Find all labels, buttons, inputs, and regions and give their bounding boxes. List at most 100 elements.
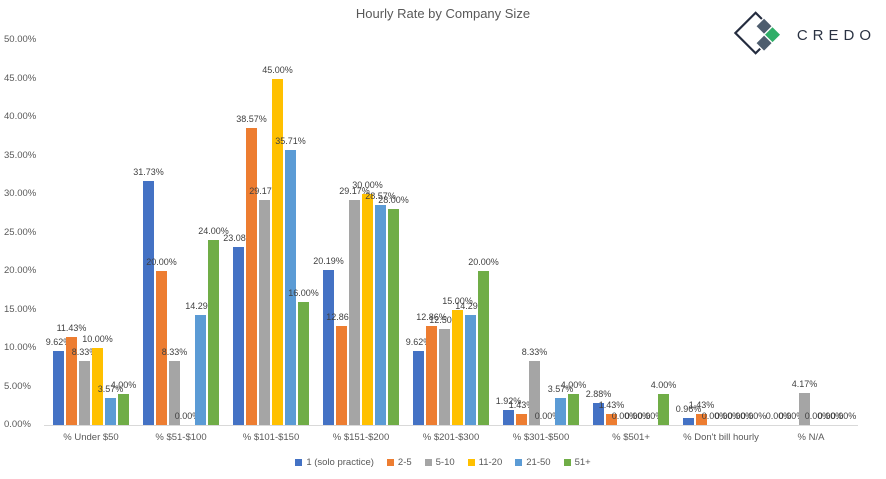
legend-swatch-icon bbox=[467, 459, 475, 466]
legend-label: 2-5 bbox=[397, 457, 412, 468]
data-label: 8.33% bbox=[521, 346, 548, 357]
legend-swatch-icon bbox=[295, 459, 303, 466]
data-label: 0.00% bbox=[701, 411, 728, 421]
bar bbox=[259, 200, 270, 425]
legend-label: 51+ bbox=[574, 457, 591, 468]
data-label: 11.43% bbox=[56, 322, 87, 333]
bar bbox=[79, 360, 90, 425]
data-label: 0.00% bbox=[637, 411, 664, 421]
bar bbox=[195, 314, 206, 425]
data-label: 3.57% bbox=[97, 383, 124, 394]
data-label: 9.62% bbox=[405, 336, 432, 347]
bar bbox=[208, 240, 219, 425]
bar bbox=[349, 200, 360, 425]
data-label: 0.96% bbox=[675, 403, 702, 414]
bar bbox=[323, 269, 334, 425]
credo-logo-icon bbox=[732, 6, 786, 65]
data-label: 4.00% bbox=[110, 380, 137, 391]
data-label: 24.00% bbox=[198, 226, 229, 237]
data-label: 1.43% bbox=[688, 399, 715, 410]
data-label: 4.00% bbox=[560, 380, 587, 391]
legend-label: 5-10 bbox=[435, 457, 455, 468]
data-label: 23.08% bbox=[223, 233, 254, 244]
bar bbox=[92, 348, 103, 425]
data-label: 0.00% bbox=[817, 411, 844, 421]
data-label: 45.00% bbox=[262, 64, 293, 75]
data-label: 20.19% bbox=[313, 255, 344, 266]
legend-swatch-icon bbox=[515, 459, 523, 466]
data-label: 0.00% bbox=[778, 411, 805, 421]
legend-label: 21-50 bbox=[526, 457, 551, 468]
bar bbox=[53, 350, 64, 425]
data-label: 29.17% bbox=[339, 186, 370, 197]
y-axis-tick-label: 15.00% bbox=[4, 303, 37, 315]
data-label: 9.62% bbox=[45, 336, 72, 347]
data-label: 4.17% bbox=[791, 378, 818, 389]
data-label: 0.00% bbox=[714, 411, 741, 421]
x-axis-category-label: % $51-$100 bbox=[155, 432, 207, 443]
bar bbox=[388, 209, 399, 425]
y-axis-tick-label: 50.00% bbox=[4, 34, 37, 45]
data-label: 14.29% bbox=[455, 300, 486, 311]
legend-swatch-icon bbox=[424, 459, 432, 466]
bar bbox=[143, 180, 154, 425]
bar bbox=[298, 301, 309, 425]
y-axis-tick-label: 30.00% bbox=[4, 188, 37, 199]
data-label: 3.57% bbox=[547, 383, 574, 394]
data-label: 12.86% bbox=[326, 311, 357, 322]
data-label: 28.00% bbox=[378, 195, 409, 206]
bar bbox=[285, 150, 296, 425]
legend-swatch-icon bbox=[563, 459, 571, 466]
data-label: 29.17% bbox=[249, 186, 280, 197]
y-axis-tick-label: 40.00% bbox=[4, 111, 37, 122]
data-label: 4.00% bbox=[650, 380, 677, 391]
data-label: 0.00% bbox=[765, 411, 792, 421]
data-label: 15.00% bbox=[442, 295, 473, 306]
data-label: 12.50% bbox=[429, 314, 460, 325]
bar bbox=[272, 78, 283, 425]
data-label: 10.00% bbox=[82, 334, 113, 344]
data-label: 8.33% bbox=[161, 346, 188, 357]
data-label: 14.29% bbox=[185, 300, 216, 311]
bar bbox=[465, 314, 476, 425]
data-label: 0.00% bbox=[624, 411, 651, 421]
legend: 1 (solo practice) 2-5 5-10 11-20 21-50 51+ bbox=[0, 457, 886, 468]
legend-label: 11-20 bbox=[478, 457, 503, 468]
y-axis-tick-label: 35.00% bbox=[4, 149, 37, 161]
data-label: 8.33% bbox=[71, 346, 98, 357]
bar bbox=[246, 128, 257, 425]
bar bbox=[413, 350, 424, 425]
data-label: 35.71% bbox=[275, 136, 306, 147]
x-axis-category-label: % $151-$200 bbox=[332, 432, 390, 443]
bar bbox=[683, 417, 694, 425]
bar bbox=[336, 325, 347, 425]
data-label: 20.00% bbox=[468, 257, 499, 267]
data-label: 38.57% bbox=[236, 114, 267, 124]
bar bbox=[375, 205, 386, 425]
legend-item: 11-20 bbox=[467, 457, 503, 468]
credo-logo-text: CREDO bbox=[796, 27, 876, 44]
legend-item: 5-10 bbox=[424, 457, 455, 468]
chart-title: Hourly Rate by Company Size bbox=[355, 6, 531, 21]
x-axis-category-label: % $101-$150 bbox=[242, 432, 300, 443]
data-label: 0.00% bbox=[740, 411, 767, 421]
bar bbox=[105, 397, 116, 425]
bar bbox=[478, 271, 489, 425]
bar bbox=[799, 392, 810, 425]
data-label: 28.57% bbox=[365, 191, 396, 201]
data-label: 1.92% bbox=[495, 396, 522, 407]
legend-item: 51+ bbox=[563, 457, 591, 468]
data-label: 0.00% bbox=[174, 411, 201, 421]
y-axis-tick-label: 5.00% bbox=[4, 380, 31, 392]
data-label: 0.00% bbox=[611, 411, 638, 421]
bar bbox=[362, 194, 373, 425]
bar bbox=[156, 271, 167, 425]
bar bbox=[452, 309, 463, 425]
legend-item: 21-50 bbox=[515, 457, 551, 468]
x-axis-category-label: % N/A bbox=[797, 432, 825, 443]
data-label: 31.73% bbox=[133, 166, 164, 177]
bar bbox=[568, 394, 579, 425]
y-axis-tick-label: 25.00% bbox=[4, 226, 37, 238]
data-label: 2.88% bbox=[585, 388, 612, 399]
data-label: 0.00% bbox=[727, 411, 754, 421]
